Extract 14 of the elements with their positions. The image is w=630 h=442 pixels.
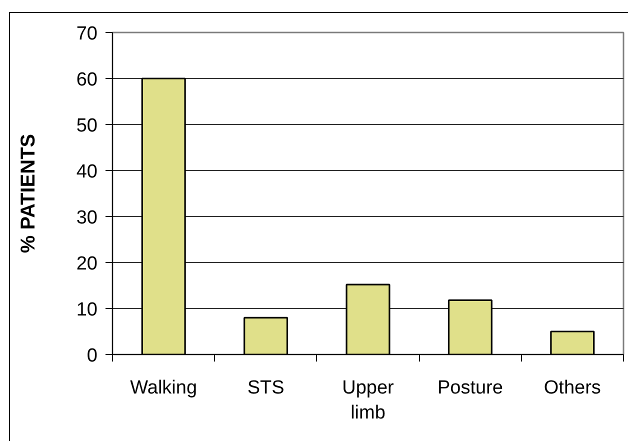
x-tick-label: STS bbox=[247, 378, 284, 398]
x-tick-label: Others bbox=[544, 378, 601, 398]
y-tick-label: 40 bbox=[76, 162, 98, 182]
x-tick-label: Walking bbox=[130, 378, 198, 398]
x-tick-label: Upper limb bbox=[342, 378, 395, 424]
y-tick-label: 0 bbox=[86, 346, 98, 366]
y-tick-label: 10 bbox=[76, 300, 98, 320]
x-tick-label: Posture bbox=[437, 378, 503, 398]
y-tick-label: 20 bbox=[76, 254, 98, 274]
y-tick-label: 70 bbox=[76, 24, 98, 44]
y-tick-label: 60 bbox=[76, 70, 98, 90]
y-tick-label: 30 bbox=[76, 208, 98, 228]
y-axis-title: % PATIENTS bbox=[17, 134, 40, 254]
y-tick-label: 50 bbox=[76, 116, 98, 136]
